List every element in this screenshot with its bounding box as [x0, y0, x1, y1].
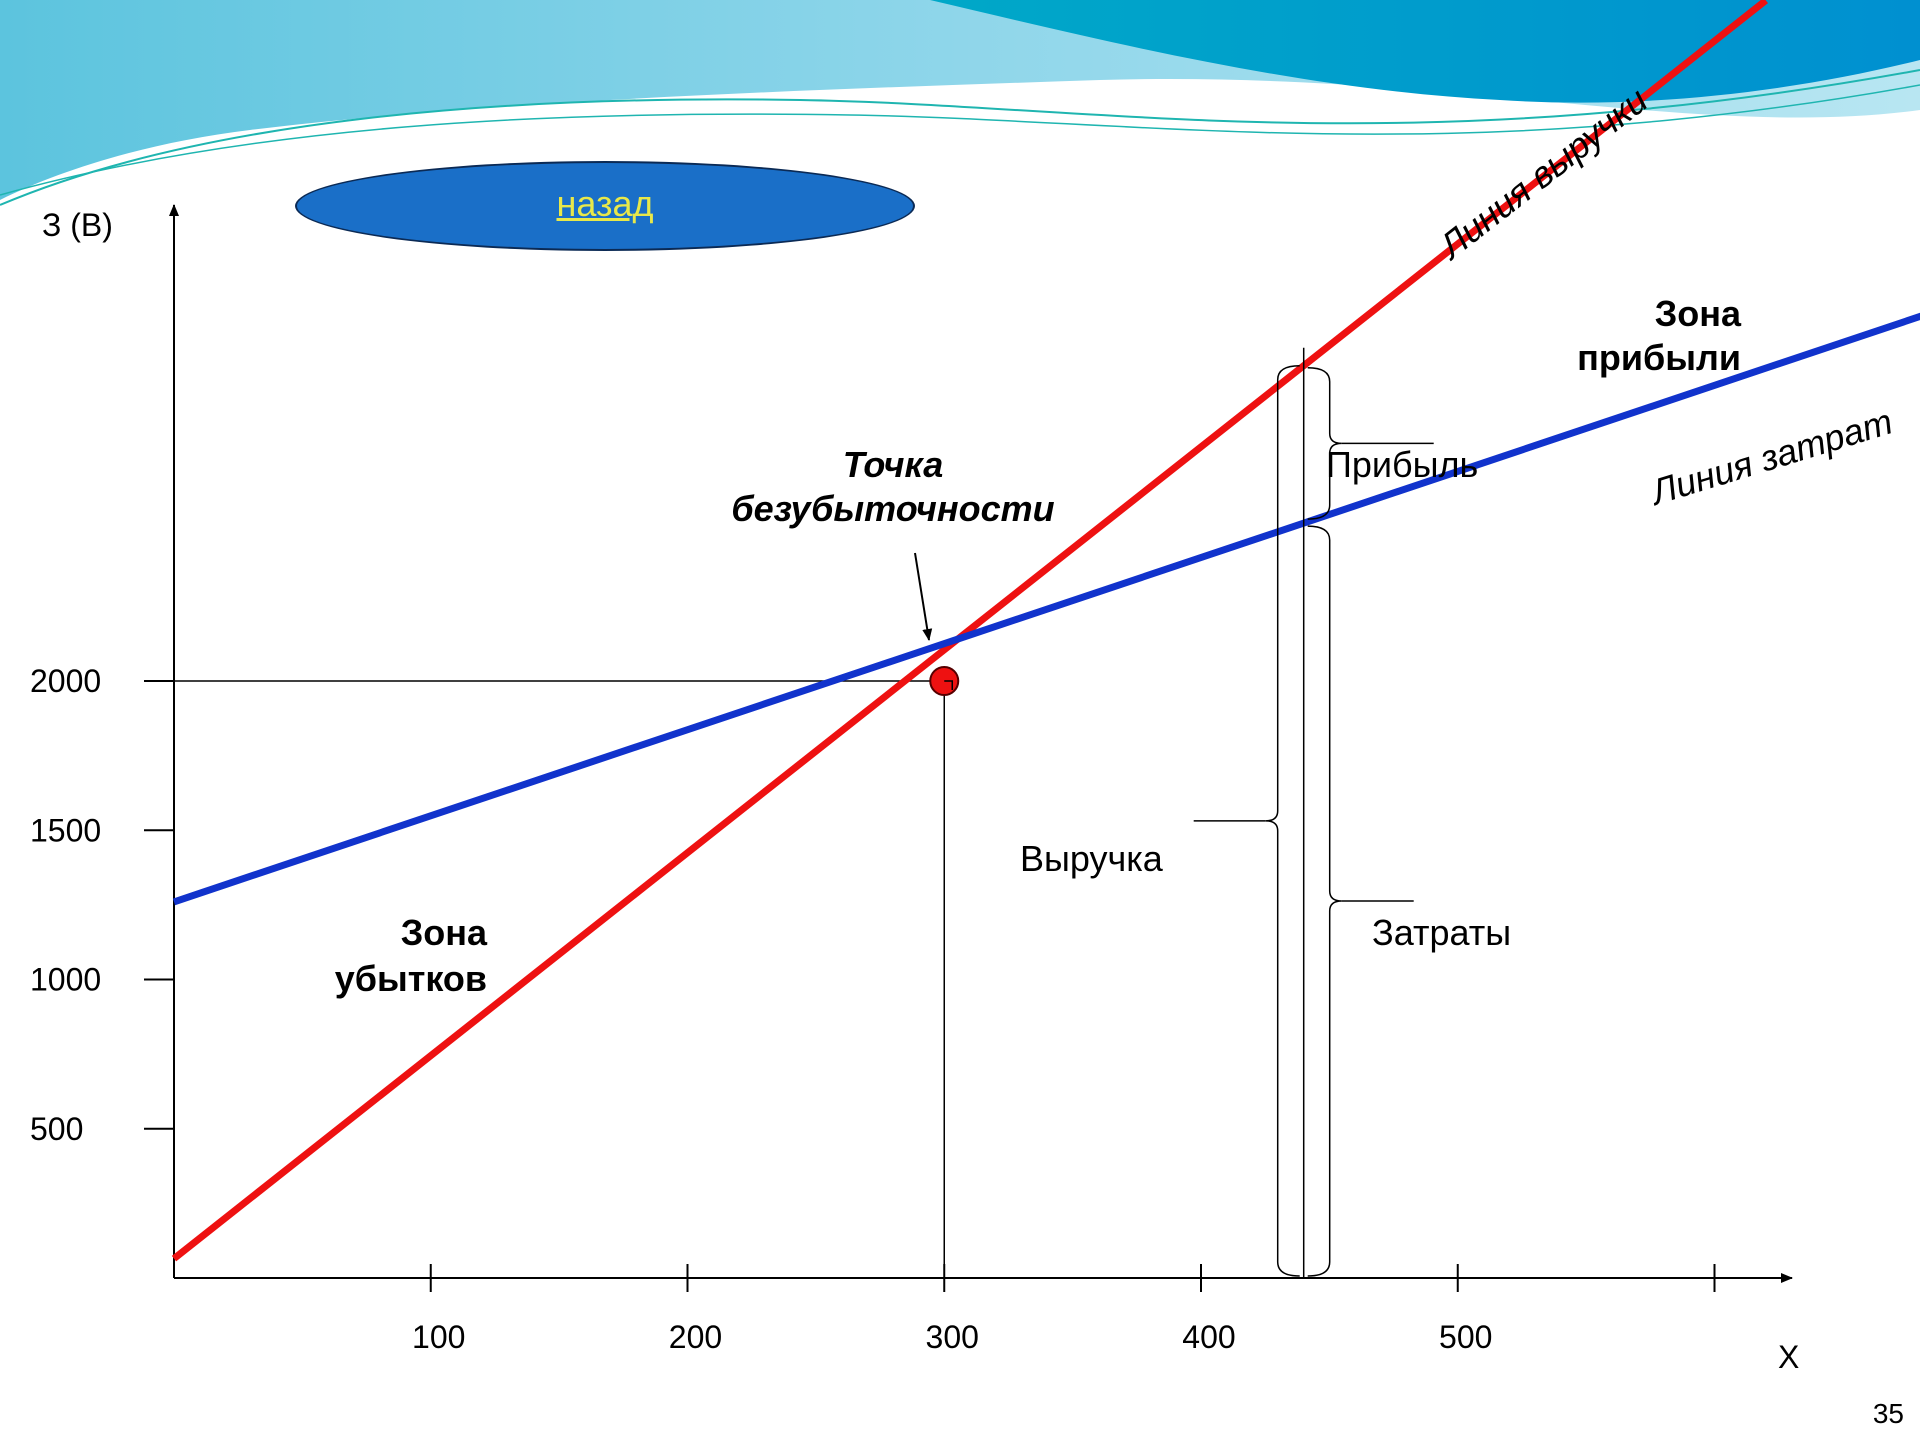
loss-zone-label-line1: Зона — [401, 912, 488, 953]
costs-brace — [1307, 525, 1342, 1277]
profit-zone-label-line1: Зона — [1655, 293, 1742, 334]
profit-annotation-label: Прибыль — [1326, 444, 1478, 485]
loss-zone-label-line2: убытков — [335, 958, 487, 999]
y-axis-title: З (В) — [42, 207, 113, 243]
x-tick-label-400: 400 — [1182, 1319, 1235, 1355]
y-tick-label-2000: 2000 — [30, 663, 101, 699]
costs-line — [172, 312, 1920, 906]
costs-annotation-label: Затраты — [1372, 912, 1511, 953]
revenue-line-label: Линия выручки — [1430, 79, 1655, 267]
page-number: 35 — [1872, 1398, 1904, 1429]
back-button[interactable]: назад — [295, 161, 915, 251]
y-tick-label-500: 500 — [30, 1111, 83, 1147]
breakeven-corner-mark — [944, 680, 953, 690]
x-tick-label-200: 200 — [669, 1319, 722, 1355]
costs-line-label: Линия затрат — [1644, 400, 1897, 513]
breakeven-label-line2: безубыточности — [731, 488, 1054, 529]
profit-zone-label-line2: прибыли — [1577, 337, 1741, 378]
x-tick-label-500: 500 — [1439, 1319, 1492, 1355]
back-button-label[interactable]: назад — [556, 183, 654, 224]
y-tick-label-1500: 1500 — [30, 812, 101, 848]
x-tick-label-300: 300 — [926, 1319, 979, 1355]
breakeven-label-line1: Точка — [843, 444, 944, 485]
x-tick-label-100: 100 — [412, 1319, 465, 1355]
revenue-annotation-label: Выручка — [1020, 838, 1164, 879]
revenue-brace — [1265, 364, 1300, 1277]
revenue-line — [171, 0, 1769, 1262]
y-tick-label-1000: 1000 — [30, 962, 101, 998]
breakeven-pointer-arrow — [914, 552, 933, 641]
x-axis-title: Х — [1778, 1339, 1799, 1375]
